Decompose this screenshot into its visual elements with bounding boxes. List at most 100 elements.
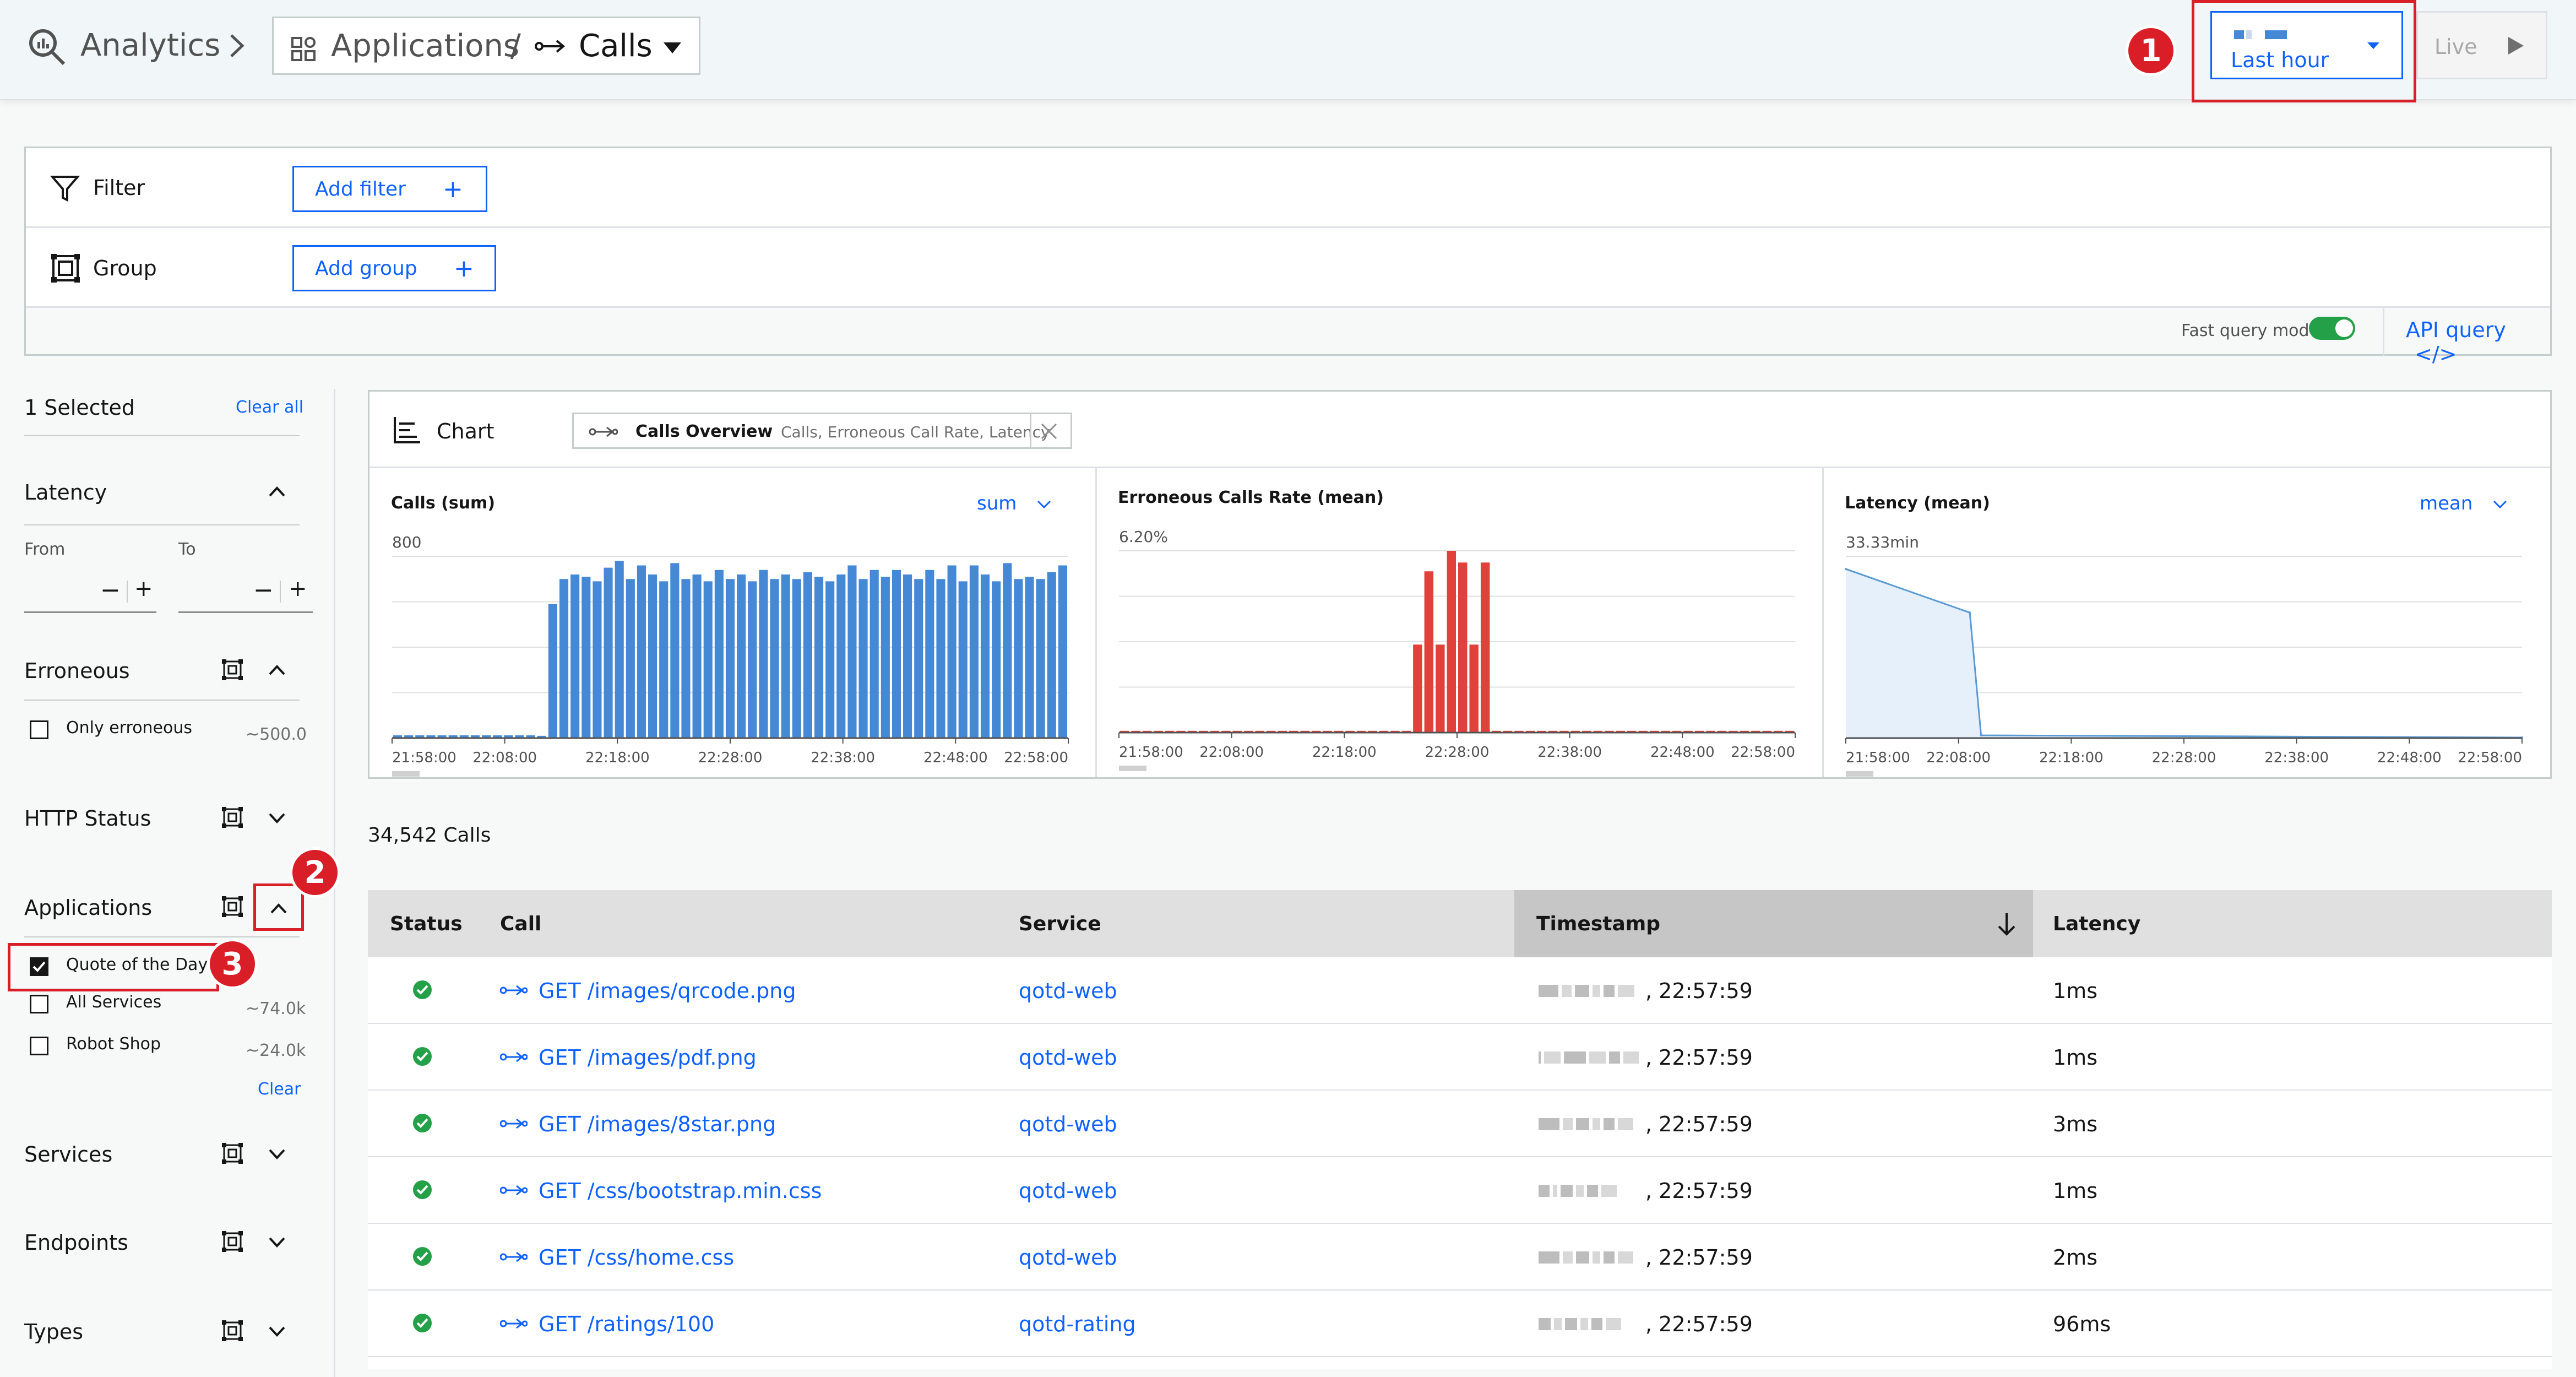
call-link[interactable]: GET /images/8star.png — [539, 1112, 776, 1136]
group-by-icon[interactable] — [221, 659, 243, 681]
obscured-block — [1554, 1318, 1562, 1330]
group-by-icon[interactable] — [221, 806, 243, 828]
header-service[interactable]: Service — [1019, 912, 1101, 935]
bar — [881, 577, 890, 738]
latency-from-label: From — [24, 540, 66, 559]
applications-clear-link[interactable]: Clear — [258, 1080, 301, 1099]
obscured-block — [1618, 1118, 1633, 1130]
bar — [1058, 565, 1067, 738]
table-row[interactable]: GET /images/pdf.png qotd-web , 22:57:59 … — [368, 1024, 2552, 1091]
application-checkbox-quote-of-the-day[interactable] — [30, 957, 48, 976]
bar — [1537, 730, 1546, 733]
application-checkbox-robot-shop[interactable] — [30, 1037, 48, 1055]
bar — [1356, 730, 1366, 733]
service-link[interactable]: qotd-rating — [1019, 1311, 1136, 1336]
plus-icon[interactable]: + — [289, 576, 307, 601]
add-filter-button[interactable]: Add filter + — [292, 166, 487, 212]
only-erroneous-checkbox[interactable] — [30, 720, 48, 739]
close-icon[interactable] — [1040, 422, 1058, 441]
call-link[interactable]: GET /ratings/100 — [539, 1311, 715, 1336]
service-link[interactable]: qotd-web — [1019, 1045, 1117, 1070]
table-row[interactable]: GET /images/qrcode.png qotd-web , 22:57:… — [368, 957, 2552, 1024]
latency-area — [1846, 569, 2522, 738]
sort-arrow-down-icon[interactable] — [1996, 911, 2018, 937]
bar — [1582, 730, 1591, 733]
group-by-icon[interactable] — [221, 1142, 243, 1164]
bar — [1762, 730, 1772, 733]
table-row[interactable]: GET /css/bootstrap.min.css qotd-web , 22… — [368, 1157, 2552, 1224]
live-toggle[interactable]: Live — [2416, 11, 2547, 79]
group-by-icon[interactable] — [221, 896, 243, 918]
latency-aggregation-select[interactable]: mean — [2420, 492, 2508, 514]
obscured-block — [1576, 1118, 1589, 1130]
table-row[interactable]: GET /ratings/100 qotd-rating , 22:57:59 … — [368, 1291, 2552, 1357]
header-status[interactable]: Status — [390, 912, 463, 935]
x-tick-label: 22:08:00 — [472, 750, 537, 766]
services-section-title: Services — [24, 1142, 113, 1167]
header-call[interactable]: Call — [500, 912, 542, 935]
obscured-block — [1563, 1251, 1573, 1264]
x-tick-label: 22:48:00 — [923, 750, 988, 766]
header-timestamp[interactable]: Timestamp — [1536, 912, 1661, 935]
minus-icon[interactable]: − — [100, 576, 121, 604]
service-link[interactable]: qotd-web — [1019, 1112, 1117, 1136]
service-link[interactable]: qotd-web — [1019, 978, 1117, 1003]
bar — [858, 579, 868, 738]
chevron-up-icon[interactable] — [268, 483, 286, 499]
breadcrumb-analytics[interactable]: Analytics — [80, 28, 221, 63]
callout-highlight-2[interactable] — [253, 883, 304, 931]
bar — [759, 570, 768, 738]
application-checkbox-all-services[interactable] — [30, 995, 48, 1013]
obscured-block — [1539, 1251, 1559, 1264]
bar — [1729, 730, 1738, 733]
call-link[interactable]: GET /images/pdf.png — [539, 1045, 757, 1070]
chevron-down-icon[interactable] — [268, 1323, 286, 1340]
bar — [992, 581, 1001, 738]
call-link[interactable]: GET /images/qrcode.png — [539, 978, 796, 1003]
timestamp-header-sorted[interactable] — [1514, 890, 2033, 957]
plus-icon: + — [454, 254, 474, 283]
bar — [1717, 730, 1727, 733]
obscured-block — [1561, 1185, 1573, 1197]
add-group-button[interactable]: Add group + — [292, 245, 496, 291]
calls-aggregation-select[interactable]: sum — [977, 492, 1052, 514]
bar — [1458, 562, 1468, 733]
header-latency[interactable]: Latency — [2053, 912, 2141, 935]
bar — [1638, 730, 1648, 733]
chevron-up-icon[interactable] — [268, 661, 286, 677]
bar — [559, 579, 569, 738]
call-link[interactable]: GET /css/home.css — [539, 1245, 735, 1270]
clear-all-link[interactable]: Clear all — [236, 398, 304, 417]
chevron-down-icon[interactable] — [268, 810, 286, 826]
chevron-down-icon[interactable] — [268, 1146, 286, 1162]
time-range-picker[interactable]: Last hour — [2210, 11, 2403, 79]
status-ok-icon — [412, 1046, 433, 1067]
service-link[interactable]: qotd-web — [1019, 1178, 1117, 1203]
group-by-icon[interactable] — [221, 1320, 243, 1342]
fast-query-toggle[interactable] — [2309, 317, 2355, 340]
calls-label: Calls — [579, 28, 653, 64]
api-query-button[interactable]: API query </> — [2406, 318, 2550, 366]
bar — [1025, 577, 1034, 738]
x-tick-label: 22:28:00 — [2152, 750, 2216, 766]
plus-icon[interactable]: + — [134, 576, 153, 601]
bar — [415, 735, 425, 738]
application-selector[interactable]: Applications / Calls — [272, 17, 700, 75]
calls-overview-tag[interactable]: Calls Overview Calls, Erroneous Call Rat… — [572, 413, 1072, 449]
call-link[interactable]: GET /css/bootstrap.min.css — [539, 1178, 822, 1203]
chevron-down-icon[interactable] — [268, 1234, 286, 1250]
x-tick-label: 22:38:00 — [1537, 744, 1602, 761]
group-by-icon[interactable] — [221, 1230, 243, 1253]
bar — [692, 574, 702, 738]
table-row[interactable]: GET /images/8star.png qotd-web , 22:57:5… — [368, 1091, 2552, 1157]
bar — [515, 735, 524, 738]
toggle-knob — [2335, 319, 2353, 337]
bar — [1559, 730, 1569, 733]
minus-icon[interactable]: − — [253, 576, 274, 604]
latency-to-stepper[interactable]: − + — [178, 573, 313, 613]
bar — [581, 577, 591, 738]
bar — [1503, 730, 1513, 733]
table-row[interactable]: GET /css/home.css qotd-web , 22:57:59 2m… — [368, 1224, 2552, 1291]
service-link[interactable]: qotd-web — [1019, 1245, 1117, 1270]
latency-from-stepper[interactable]: − + — [24, 573, 156, 613]
